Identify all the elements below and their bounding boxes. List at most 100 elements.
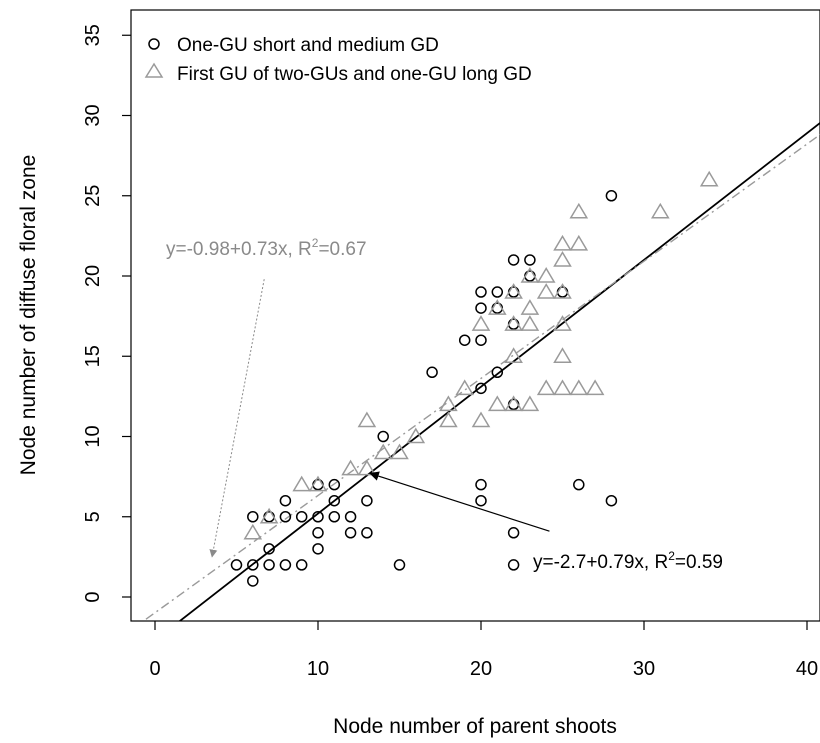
data-point-triangle (487, 395, 507, 412)
data-point-circle (507, 559, 520, 571)
data-point-triangle (504, 395, 523, 412)
data-point-triangle (390, 443, 409, 460)
annotation-arrows (209, 279, 550, 558)
data-point-triangle (243, 523, 263, 540)
data-point-circle (475, 334, 487, 346)
y-tick-label: 5 (82, 511, 104, 522)
data-point-circle (263, 559, 275, 571)
arrow-gray (209, 279, 265, 558)
data-point-triangle (504, 315, 523, 331)
data-point-circle (605, 494, 618, 507)
data-point-circle (475, 286, 487, 298)
fit-line-solid (178, 121, 820, 621)
y-axis: 0 5 10 15 20 25 30 35 (82, 24, 131, 603)
data-point-triangle (553, 347, 572, 363)
x-tick-label: 10 (307, 658, 329, 680)
data-point-circle (491, 302, 504, 314)
data-point-triangle (553, 315, 572, 331)
y-axis-title: Node number of diffuse floral zone (17, 155, 40, 476)
legend-label-circle: One-GU short and medium GD (177, 35, 439, 56)
y-tick-label: 35 (82, 24, 104, 46)
x-axis-title: Node number of parent shoots (333, 715, 617, 738)
data-point-circle (312, 527, 324, 539)
y-tick-label: 15 (82, 345, 104, 367)
y-tick-label: 25 (82, 185, 104, 207)
data-point-triangle (520, 395, 540, 412)
fit-line-dashdot (142, 133, 820, 621)
data-point-circle (426, 366, 438, 379)
data-point-circle (475, 302, 487, 314)
x-tick-label: 20 (470, 658, 492, 680)
data-point-circle (458, 334, 471, 346)
data-point-triangle (536, 267, 556, 283)
data-point-circle (475, 382, 487, 395)
y-tick-label: 30 (82, 104, 104, 126)
data-point-triangle (357, 459, 377, 476)
data-point-circle (263, 511, 275, 523)
data-point-triangle (520, 267, 540, 283)
data-point-circle (361, 527, 373, 539)
data-points (230, 170, 719, 587)
data-point-circle (247, 511, 259, 523)
data-point-triangle (373, 443, 393, 460)
data-point-circle (279, 494, 292, 507)
arrow-black (369, 471, 550, 532)
data-point-triangle (341, 459, 360, 476)
data-point-circle (328, 494, 341, 507)
data-point-circle (328, 478, 341, 491)
data-point-triangle (569, 202, 589, 219)
data-point-circle (344, 527, 357, 539)
data-point-circle (295, 511, 308, 523)
data-point-triangle (553, 234, 572, 251)
data-point-triangle (259, 507, 279, 524)
data-point-triangle (455, 379, 475, 396)
x-axis: 0 10 20 30 40 (149, 621, 818, 680)
data-point-triangle (553, 283, 572, 299)
data-point-circle (475, 478, 487, 491)
data-point-triangle (553, 250, 572, 267)
data-point-circle (556, 286, 569, 298)
data-point-triangle (471, 411, 491, 428)
data-point-circle (279, 559, 292, 571)
legend: One-GU short and medium GD First GU of t… (144, 35, 532, 85)
data-point-circle (491, 366, 504, 379)
fit-label-gray: y=-0.98+0.73x, R2=0.67 (166, 236, 367, 260)
data-point-circle (491, 286, 504, 298)
data-point-triangle (357, 411, 377, 428)
y-tick-label: 20 (82, 265, 104, 287)
data-point-circle (344, 511, 357, 523)
data-point-triangle (520, 299, 540, 315)
data-point-circle (393, 559, 406, 571)
data-point-triangle (439, 411, 458, 428)
data-point-circle (279, 511, 292, 523)
data-point-triangle (308, 475, 328, 492)
x-tick-label: 0 (149, 658, 160, 680)
data-point-circle (507, 286, 520, 298)
data-point-triangle (439, 395, 458, 412)
data-point-triangle (292, 475, 312, 492)
data-point-triangle (569, 234, 589, 251)
data-point-triangle (650, 202, 670, 219)
data-point-circle (507, 398, 520, 411)
fit-lines (142, 121, 820, 621)
data-point-circle (312, 478, 324, 491)
data-point-triangle (569, 379, 589, 396)
data-point-triangle (504, 347, 523, 363)
data-point-circle (524, 254, 536, 266)
data-point-circle (263, 543, 275, 555)
x-tick-label: 40 (796, 658, 818, 680)
data-point-circle (507, 527, 520, 539)
data-point-triangle (553, 379, 572, 396)
data-point-circle (507, 254, 520, 266)
y-tick-label: 0 (82, 591, 104, 602)
y-tick-label: 10 (82, 425, 104, 447)
data-point-circle (230, 559, 243, 571)
data-point-circle (361, 494, 373, 507)
data-point-circle (524, 270, 536, 282)
data-point-triangle (520, 315, 540, 331)
data-point-triangle (536, 283, 556, 299)
data-point-triangle (471, 315, 491, 331)
data-point-triangle (504, 283, 523, 299)
data-point-circle (295, 559, 308, 571)
